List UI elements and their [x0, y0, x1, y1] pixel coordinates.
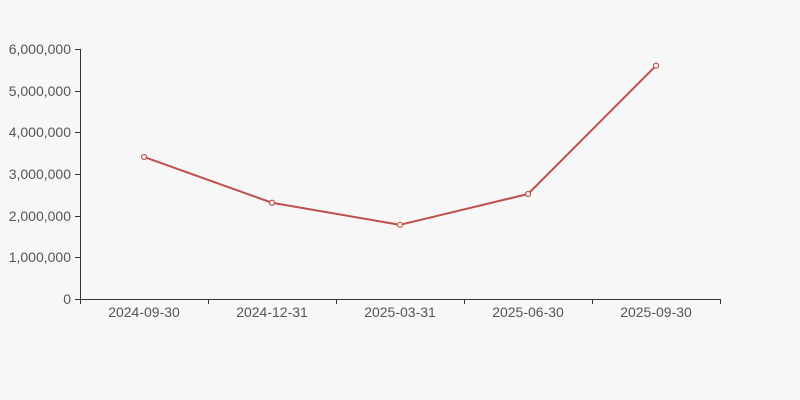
x-axis-label: 2024-09-30	[108, 304, 180, 320]
x-axis-label: 2025-06-30	[492, 304, 564, 320]
y-axis-tick-label: 5,000,000	[9, 83, 71, 99]
x-axis-label: 2025-09-30	[620, 304, 692, 320]
data-point-marker[interactable]	[652, 62, 660, 69]
y-axis-tick-label: 0	[63, 291, 71, 307]
series-line	[143, 64, 657, 226]
x-axis-label: 2025-03-31	[364, 304, 436, 320]
data-point-marker[interactable]	[268, 199, 276, 206]
data-point-marker[interactable]	[524, 190, 532, 198]
x-axis-label: 2024-12-31	[236, 304, 308, 320]
data-point-marker[interactable]	[396, 221, 404, 228]
y-axis-tick-label: 1,000,000	[9, 249, 71, 265]
y-axis-tick-label: 6,000,000	[9, 41, 71, 57]
data-point-marker[interactable]	[140, 153, 148, 161]
y-axis-tick-label: 3,000,000	[9, 166, 71, 182]
y-axis-tick-label: 4,000,000	[9, 124, 71, 140]
y-axis-tick-label: 2,000,000	[9, 208, 71, 224]
